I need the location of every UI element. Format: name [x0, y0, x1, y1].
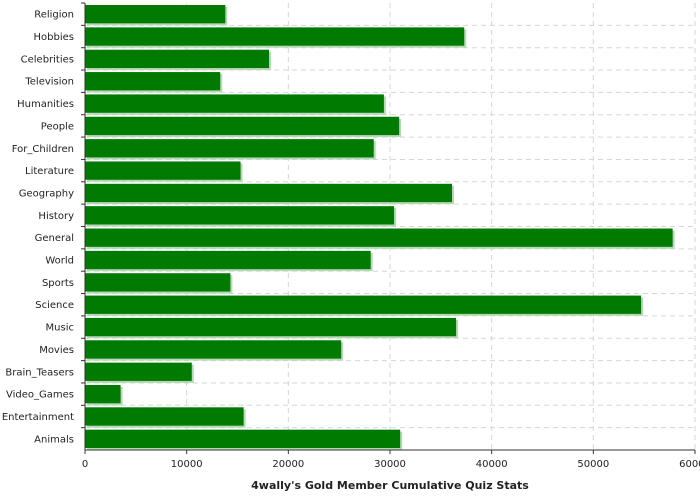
category-label: General	[35, 233, 74, 244]
bar	[85, 116, 400, 136]
x-tick-label: 10000	[171, 459, 203, 470]
category-label: World	[45, 256, 74, 267]
bar	[85, 183, 453, 203]
bar	[85, 295, 642, 314]
bar	[85, 340, 342, 359]
axes	[84, 3, 695, 451]
grid-lines	[81, 2, 696, 454]
x-tick-label: 60000	[679, 459, 700, 470]
bar	[85, 407, 244, 426]
bar	[85, 429, 401, 448]
bar	[85, 206, 395, 225]
x-tick-label: 50000	[577, 459, 609, 470]
category-label: Humanities	[17, 99, 74, 110]
category-label: Hobbies	[34, 32, 74, 43]
category-label: Sports	[42, 278, 74, 289]
category-label: Science	[35, 300, 74, 311]
bar	[85, 384, 121, 404]
bar	[85, 250, 371, 270]
category-label: History	[38, 211, 74, 222]
bar	[85, 161, 241, 180]
x-tick-label: 20000	[272, 459, 304, 470]
bar	[85, 49, 270, 69]
bar	[85, 5, 226, 24]
category-label: Television	[24, 77, 74, 88]
bar	[85, 139, 374, 158]
bar	[85, 228, 673, 247]
x-axis-title: 4wally's Gold Member Cumulative Quiz Sta…	[251, 479, 529, 492]
bar	[85, 94, 384, 113]
x-tick-label: 30000	[374, 459, 406, 470]
x-tick-label: 0	[82, 459, 88, 470]
category-label: Literature	[25, 166, 74, 177]
category-label: Religion	[34, 10, 74, 21]
category-label: For_Children	[12, 144, 74, 155]
bar	[85, 72, 221, 91]
category-label: People	[41, 121, 74, 132]
category-label: Celebrities	[21, 54, 74, 65]
category-label: Video_Games	[6, 390, 74, 401]
category-label: Music	[46, 323, 74, 334]
category-label: Animals	[34, 434, 74, 445]
x-tick-label: 40000	[476, 459, 508, 470]
category-label: Brain_Teasers	[5, 367, 74, 378]
bar	[85, 273, 231, 292]
labels: 0 10000 20000 30000 40000 50000 60000 Religion H…	[2, 10, 700, 470]
category-label: Entertainment	[2, 412, 74, 423]
bars	[85, 5, 675, 450]
bar	[85, 27, 465, 46]
bar	[85, 362, 192, 381]
category-label: Movies	[39, 345, 74, 356]
bar	[85, 317, 457, 337]
category-label: Geography	[19, 188, 74, 199]
